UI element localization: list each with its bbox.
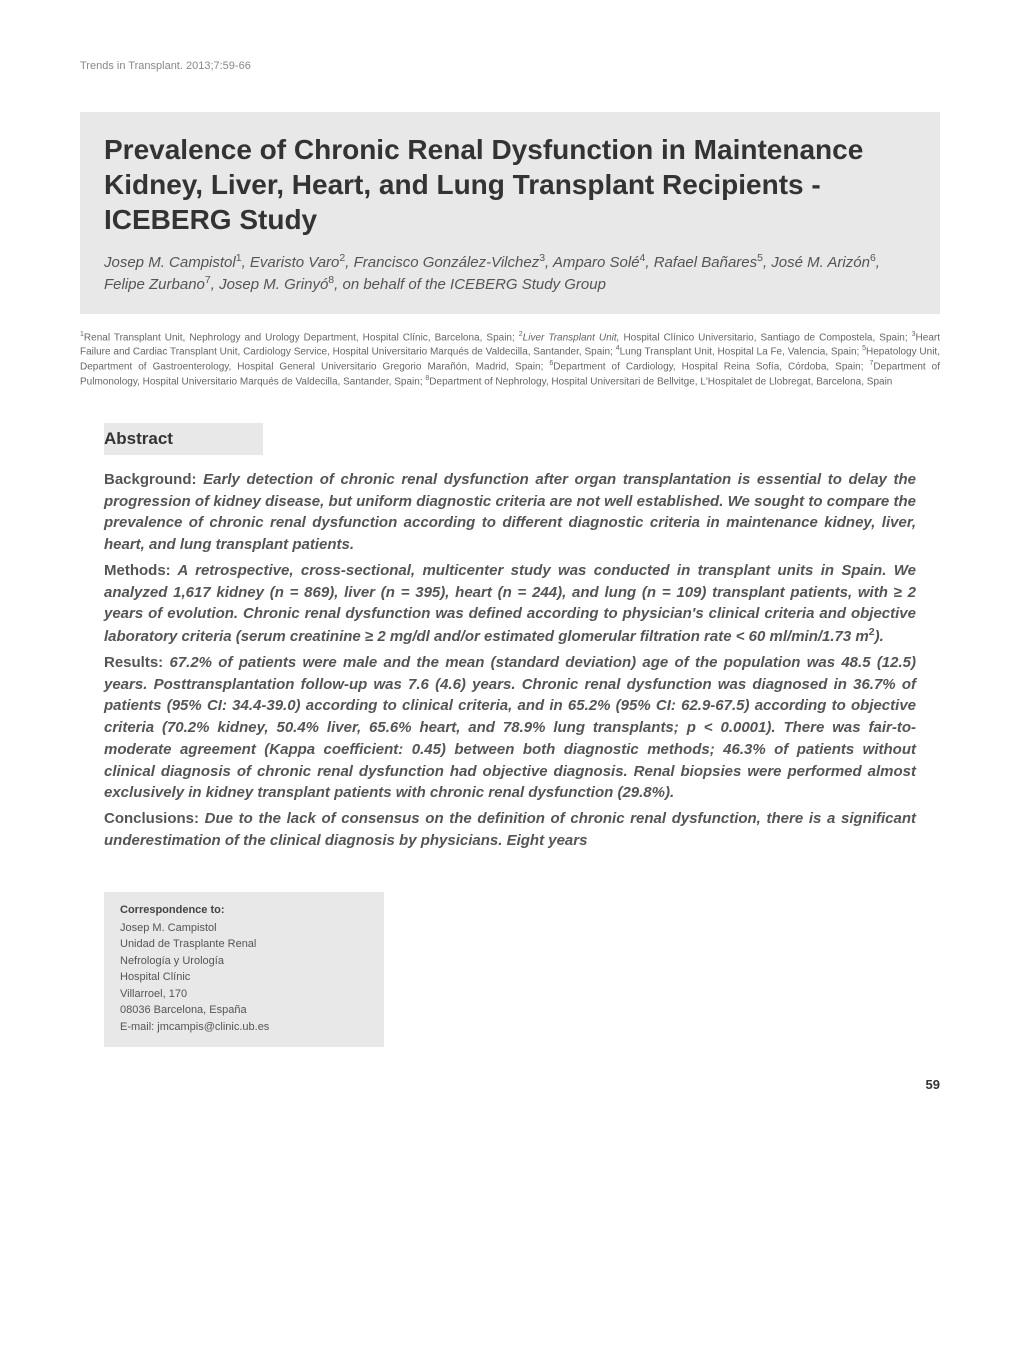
running-header: Trends in Transplant. 2013;7:59-66 — [80, 60, 940, 72]
article-title: Prevalence of Chronic Renal Dysfunction … — [104, 132, 916, 237]
abstract-text-conclusions: Due to the lack of consensus on the defi… — [104, 810, 916, 849]
abstract-para-results: Results: 67.2% of patients were male and… — [104, 652, 916, 804]
page-container: Trends in Transplant. 2013;7:59-66 Preva… — [0, 0, 1020, 1132]
abstract-label-results: Results: — [104, 654, 163, 671]
abstract-body: Background: Early detection of chronic r… — [80, 469, 940, 852]
correspondence-line: Villarroel, 170 — [120, 986, 368, 1003]
author-list: Josep M. Campistol1, Evaristo Varo2, Fra… — [104, 251, 916, 296]
correspondence-line: 08036 Barcelona, España — [120, 1002, 368, 1019]
page-number: 59 — [80, 1077, 940, 1092]
abstract-text-background: Early detection of chronic renal dysfunc… — [104, 471, 916, 553]
abstract-text-methods: A retrospective, cross-sectional, multic… — [104, 562, 916, 645]
correspondence-line: Josep M. Campistol — [120, 920, 368, 937]
affiliations: 1Renal Transplant Unit, Nephrology and U… — [80, 330, 940, 389]
abstract-para-conclusions: Conclusions: Due to the lack of consensu… — [104, 808, 916, 852]
abstract-heading-wrap: Abstract — [104, 423, 940, 455]
abstract-label-background: Background: — [104, 471, 197, 488]
correspondence-block: Correspondence to: Josep M. Campistol Un… — [104, 892, 384, 1048]
correspondence-line: Nefrología y Urología — [120, 953, 368, 970]
abstract-para-methods: Methods: A retrospective, cross-sectiona… — [104, 560, 916, 648]
abstract-label-conclusions: Conclusions: — [104, 810, 199, 827]
abstract-heading: Abstract — [104, 423, 263, 455]
abstract-text-results: 67.2% of patients were male and the mean… — [104, 654, 916, 802]
correspondence-line: Hospital Clínic — [120, 969, 368, 986]
title-block: Prevalence of Chronic Renal Dysfunction … — [80, 112, 940, 314]
abstract-label-methods: Methods: — [104, 562, 171, 579]
abstract-para-background: Background: Early detection of chronic r… — [104, 469, 916, 556]
correspondence-line: Unidad de Trasplante Renal — [120, 936, 368, 953]
correspondence-line: E-mail: jmcampis@clinic.ub.es — [120, 1019, 368, 1036]
correspondence-heading: Correspondence to: — [120, 904, 368, 916]
